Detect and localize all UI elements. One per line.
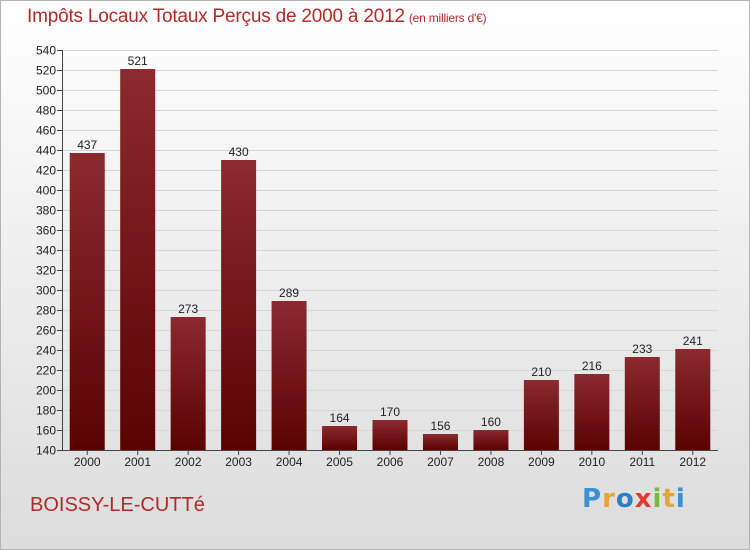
y-tick-label: 200 bbox=[36, 384, 56, 398]
y-tick-label: 260 bbox=[36, 324, 56, 338]
bar bbox=[473, 430, 509, 450]
bar bbox=[170, 317, 206, 450]
x-tick-label: 2003 bbox=[225, 455, 252, 469]
y-tick-label: 420 bbox=[36, 164, 56, 178]
bar bbox=[372, 420, 408, 450]
bar-value-label: 170 bbox=[380, 405, 400, 419]
bar-value-label: 289 bbox=[279, 286, 299, 300]
x-axis: 2000 2001 2002 2003 2004 2005 2006 2007 2008 2009… bbox=[62, 450, 718, 469]
y-tick-label: 340 bbox=[36, 244, 56, 258]
bars: 437 521 273 430 289 164 170 156 160 210 216 233 241 bbox=[69, 54, 711, 450]
bar-value-label: 241 bbox=[683, 334, 703, 348]
y-tick-label: 520 bbox=[36, 64, 56, 78]
bar bbox=[574, 374, 610, 450]
y-tick-label: 380 bbox=[36, 204, 56, 218]
y-tick-label: 280 bbox=[36, 304, 56, 318]
y-tick-label: 180 bbox=[36, 404, 56, 418]
bar bbox=[120, 69, 156, 450]
x-tick-label: 2005 bbox=[326, 455, 353, 469]
x-tick-label: 2012 bbox=[679, 455, 706, 469]
bar bbox=[322, 426, 358, 450]
chart-title: Impôts Locaux Totaux Perçus de 2000 à 20… bbox=[27, 6, 487, 28]
y-tick-label: 300 bbox=[36, 284, 56, 298]
commune-name: BOISSY-LE-CUTTé bbox=[30, 494, 205, 516]
x-tick-label: 2002 bbox=[175, 455, 202, 469]
x-tick-label: 2008 bbox=[478, 455, 505, 469]
bar-value-label: 430 bbox=[229, 145, 249, 159]
y-tick-label: 460 bbox=[36, 124, 56, 138]
bar bbox=[523, 380, 559, 450]
bar bbox=[221, 160, 257, 450]
chart-title-text: Impôts Locaux Totaux Perçus de 2000 à 20… bbox=[27, 6, 405, 27]
bar bbox=[69, 153, 105, 450]
x-tick-label: 2011 bbox=[629, 455, 655, 469]
x-tick-label: 2000 bbox=[74, 455, 101, 469]
bar bbox=[422, 434, 458, 450]
x-tick-label: 2004 bbox=[276, 455, 303, 469]
x-tick-label: 2009 bbox=[528, 455, 555, 469]
y-tick-label: 320 bbox=[36, 264, 56, 278]
bar bbox=[624, 357, 660, 450]
bar-value-label: 521 bbox=[128, 54, 148, 68]
bar-value-label: 160 bbox=[481, 415, 501, 429]
y-tick-label: 540 bbox=[36, 44, 56, 58]
bar bbox=[675, 349, 711, 450]
y-tick-label: 500 bbox=[36, 84, 56, 98]
y-tick-label: 240 bbox=[36, 344, 56, 358]
x-tick-label: 2006 bbox=[377, 455, 404, 469]
y-tick-label: 360 bbox=[36, 224, 56, 238]
x-tick-label: 2001 bbox=[124, 455, 151, 469]
grid-lines bbox=[62, 50, 718, 451]
y-tick-label: 480 bbox=[36, 104, 56, 118]
bar-value-label: 437 bbox=[77, 138, 97, 152]
x-tick-label: 2007 bbox=[427, 455, 454, 469]
y-tick-label: 400 bbox=[36, 184, 56, 198]
y-tick-label: 140 bbox=[36, 444, 56, 458]
bar bbox=[271, 301, 307, 450]
bar-value-label: 210 bbox=[531, 365, 551, 379]
y-tick-label: 220 bbox=[36, 364, 56, 378]
bar-value-label: 216 bbox=[582, 359, 602, 373]
x-tick-label: 2010 bbox=[578, 455, 605, 469]
bar-value-label: 156 bbox=[430, 419, 450, 433]
y-tick-label: 160 bbox=[36, 424, 56, 438]
bar-value-label: 273 bbox=[178, 302, 198, 316]
chart-title-unit: (en milliers d'€) bbox=[408, 11, 487, 25]
bar-value-label: 164 bbox=[330, 411, 350, 425]
y-tick-label: 440 bbox=[36, 144, 56, 158]
bar-value-label: 233 bbox=[632, 342, 652, 356]
proxiti-logo: Proxiti bbox=[582, 484, 686, 514]
y-axis: 140 160 180 200 220 240 260 280 300 320 340 360 380 4… bbox=[36, 44, 63, 458]
